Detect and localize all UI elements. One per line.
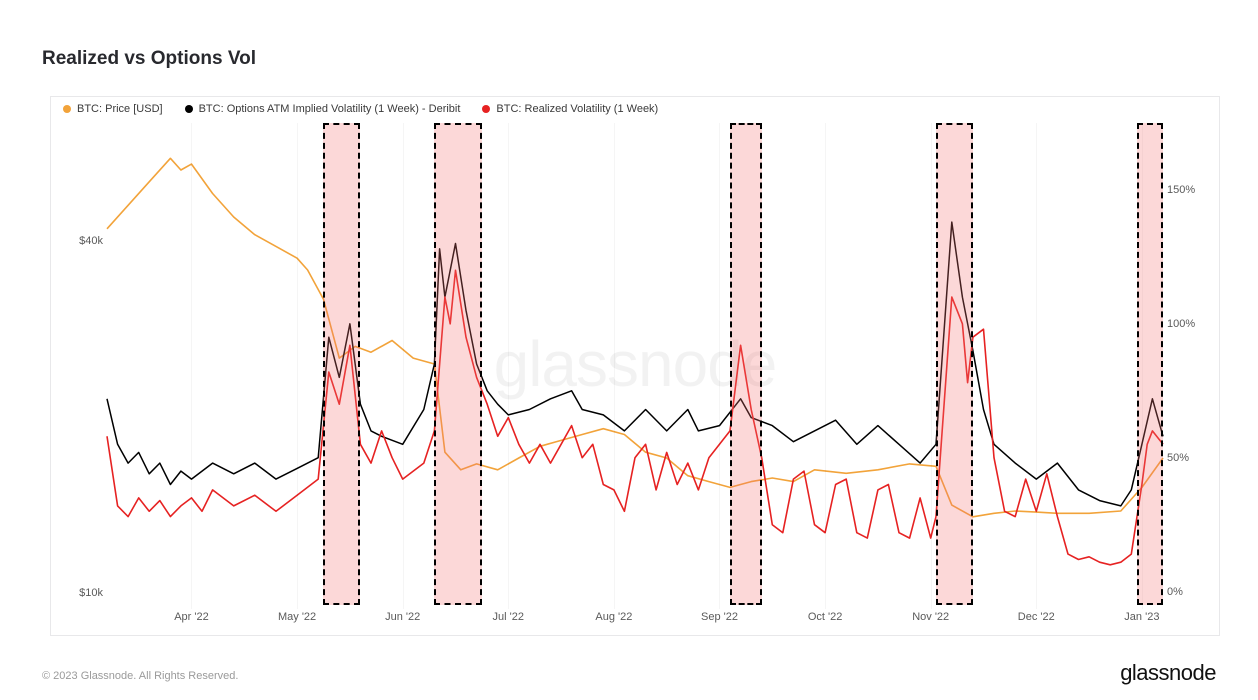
x-axis-tick: Jun '22: [385, 611, 420, 623]
grid-line: [825, 123, 826, 609]
series-price: [107, 158, 1163, 517]
legend-item-price: BTC: Price [USD]: [63, 103, 163, 115]
highlight-band: [936, 123, 973, 605]
chart-svg: [107, 123, 1163, 605]
grid-line: [297, 123, 298, 609]
y-axis-right-tick: 100%: [1167, 318, 1195, 330]
legend-label: BTC: Realized Volatility (1 Week): [496, 103, 658, 115]
chart-title: Realized vs Options Vol: [42, 48, 256, 70]
plot-area: glassnode $10k$40k0%50%100%150%Apr '22Ma…: [107, 123, 1163, 605]
legend-label: BTC: Price [USD]: [77, 103, 163, 115]
highlight-band: [1137, 123, 1163, 605]
series-implied_vol: [107, 222, 1163, 506]
x-axis-tick: Sep '22: [701, 611, 738, 623]
grid-line: [1036, 123, 1037, 609]
x-axis-tick: May '22: [278, 611, 316, 623]
chart-container: BTC: Price [USD] BTC: Options ATM Implie…: [50, 96, 1220, 636]
x-axis-tick: Dec '22: [1018, 611, 1055, 623]
x-axis-tick: Apr '22: [174, 611, 209, 623]
legend-item-realized: BTC: Realized Volatility (1 Week): [482, 103, 658, 115]
x-axis-tick: Nov '22: [912, 611, 949, 623]
y-axis-left-tick: $40k: [79, 235, 103, 247]
x-axis-tick: Jan '23: [1124, 611, 1159, 623]
legend: BTC: Price [USD] BTC: Options ATM Implie…: [63, 103, 658, 115]
grid-line: [403, 123, 404, 609]
legend-dot-icon: [482, 105, 490, 113]
grid-line: [191, 123, 192, 609]
grid-line: [931, 123, 932, 609]
grid-line: [614, 123, 615, 609]
x-axis-tick: Aug '22: [595, 611, 632, 623]
footer-copyright: © 2023 Glassnode. All Rights Reserved.: [42, 670, 238, 682]
legend-dot-icon: [63, 105, 71, 113]
series-realized_vol: [107, 270, 1163, 565]
grid-line: [508, 123, 509, 609]
brand-logo: glassnode: [1120, 660, 1216, 686]
x-axis-tick: Jul '22: [493, 611, 524, 623]
y-axis-left-tick: $10k: [79, 587, 103, 599]
x-axis-tick: Oct '22: [808, 611, 843, 623]
highlight-band: [434, 123, 482, 605]
y-axis-right-tick: 150%: [1167, 184, 1195, 196]
y-axis-right-tick: 50%: [1167, 452, 1189, 464]
highlight-band: [323, 123, 360, 605]
legend-dot-icon: [185, 105, 193, 113]
grid-line: [719, 123, 720, 609]
highlight-band: [730, 123, 762, 605]
legend-item-implied: BTC: Options ATM Implied Volatility (1 W…: [185, 103, 461, 115]
y-axis-right-tick: 0%: [1167, 586, 1183, 598]
legend-label: BTC: Options ATM Implied Volatility (1 W…: [199, 103, 461, 115]
